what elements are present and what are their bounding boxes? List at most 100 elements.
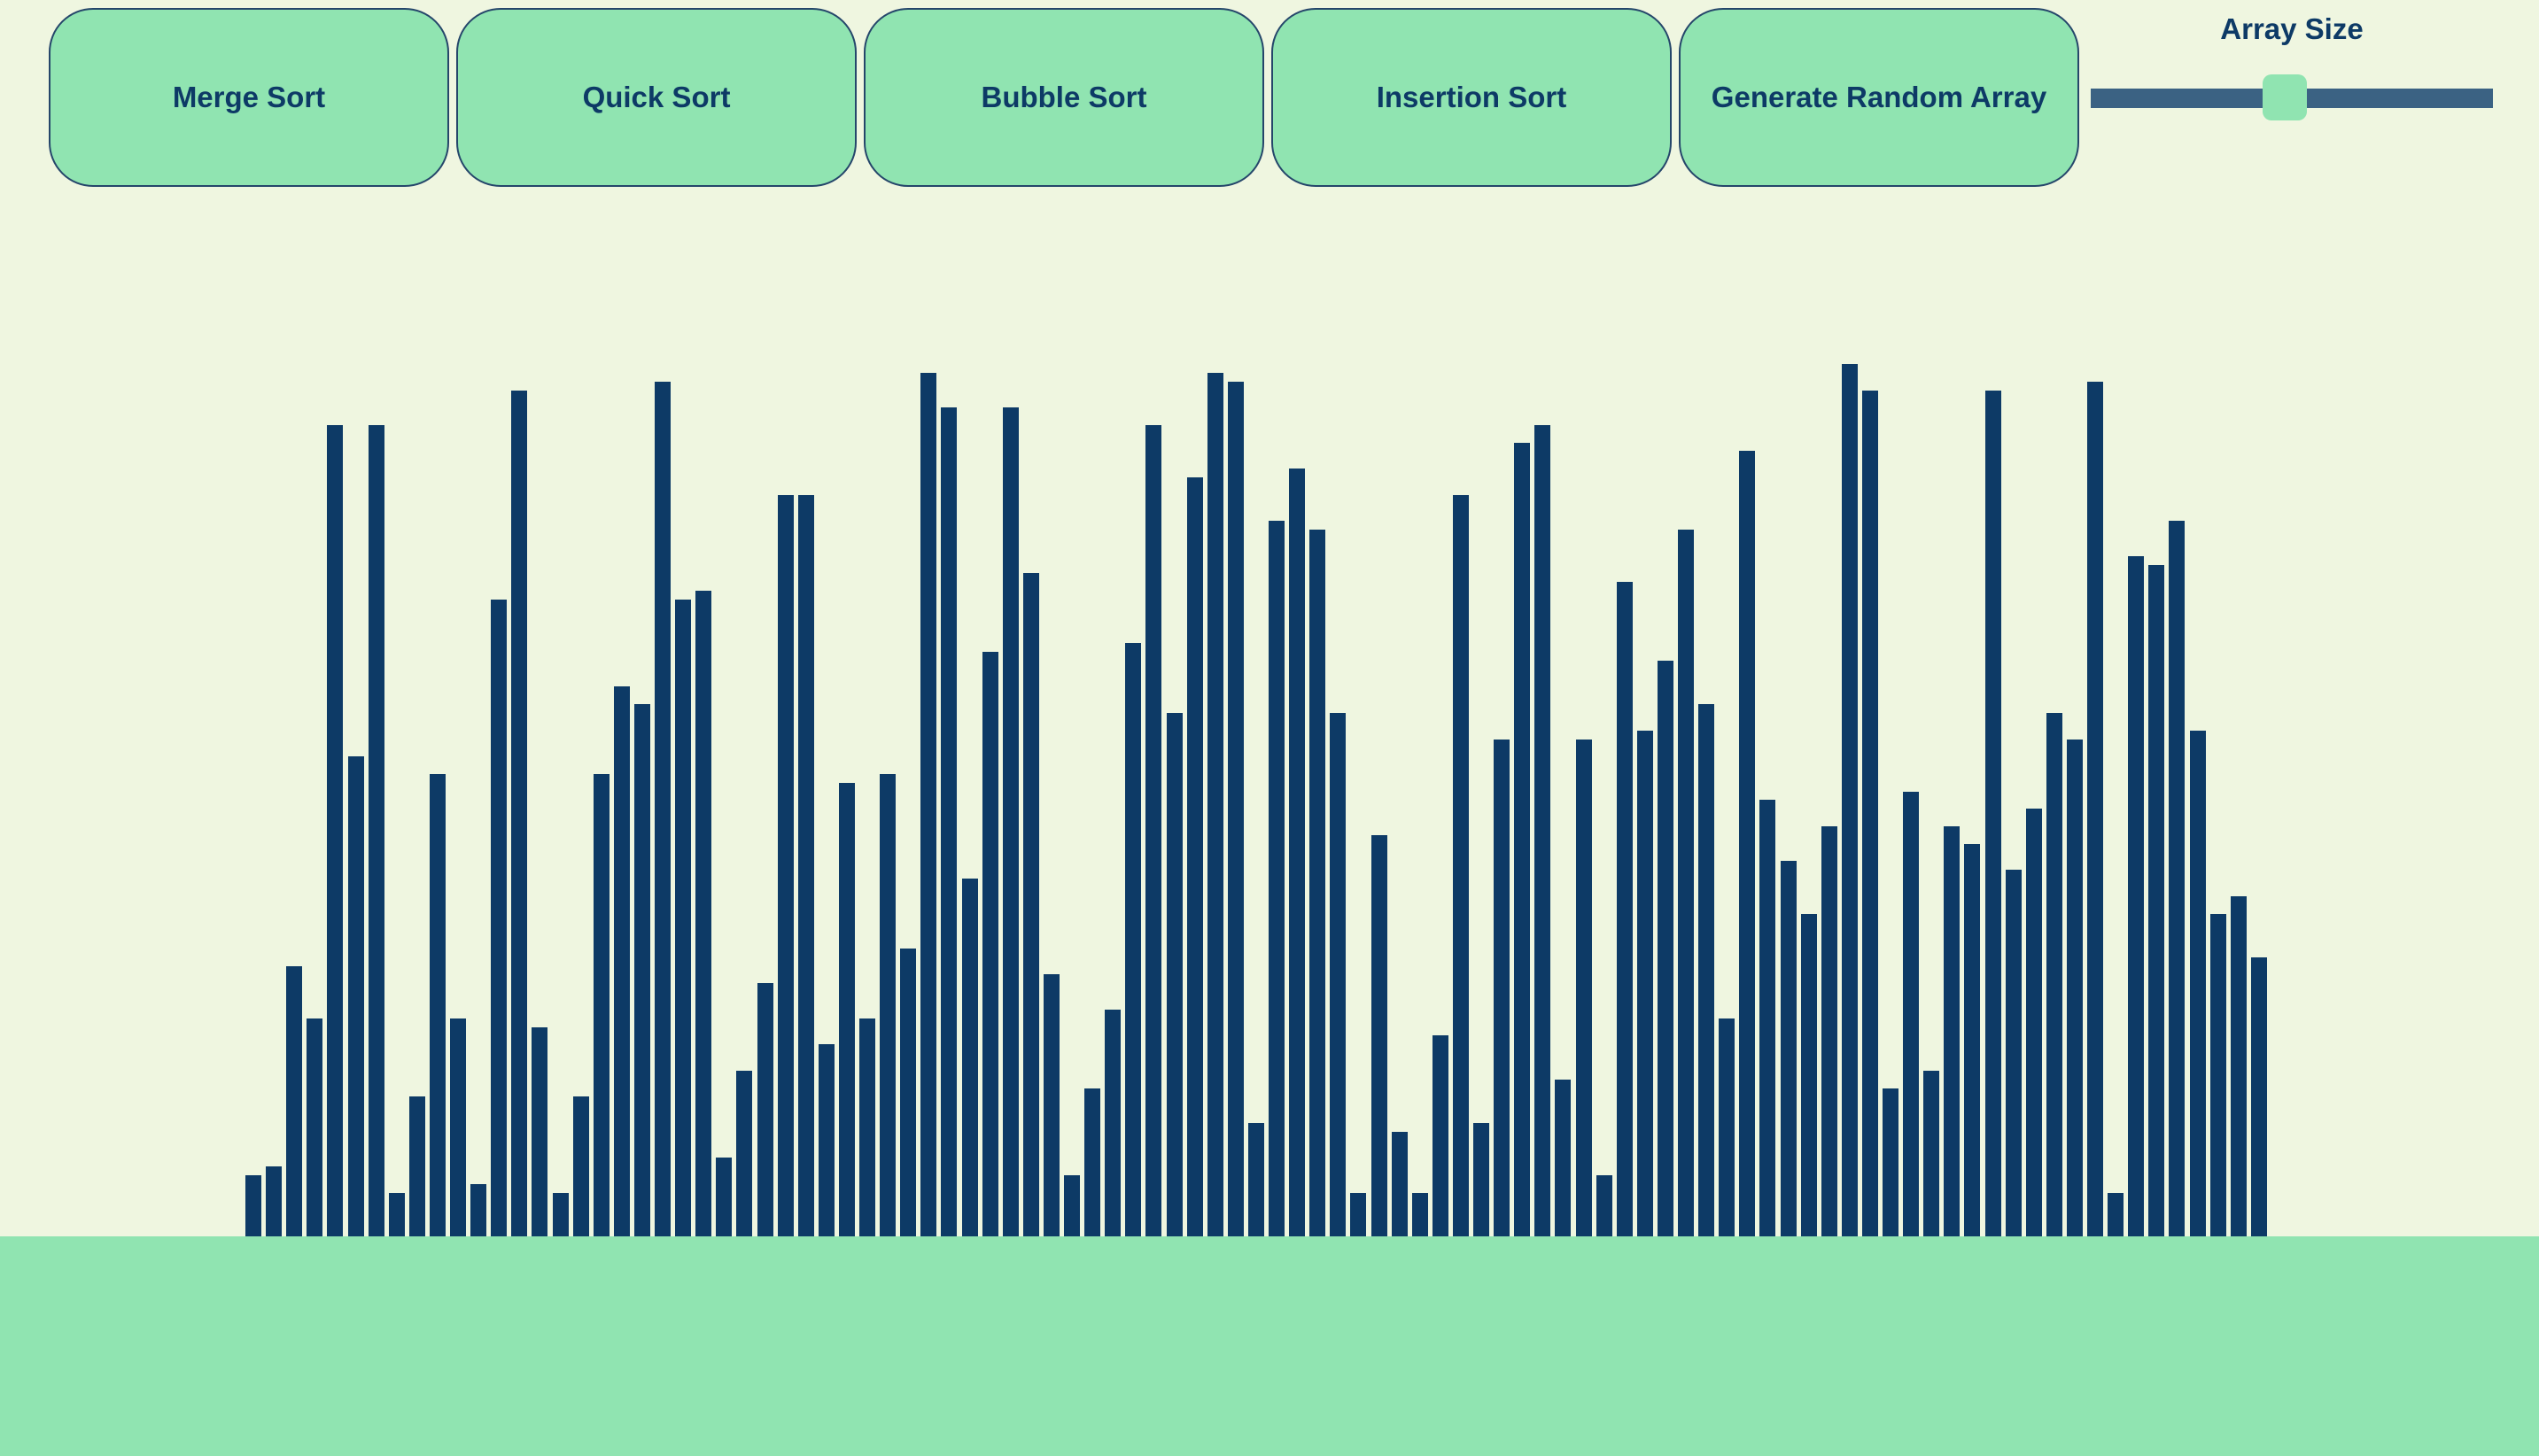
array-bar [1433,1035,1448,1236]
array-bar [1617,582,1633,1236]
array-bar [614,686,630,1236]
array-bar [1514,443,1530,1236]
array-bar [1309,530,1325,1236]
array-bar [2210,914,2226,1236]
array-bar [1207,373,1223,1236]
array-bar [2148,565,2164,1236]
array-bar [1064,1175,1080,1236]
array-bar [716,1158,732,1236]
bubble-sort-button[interactable]: Bubble Sort [864,8,1264,187]
array-bar [1842,364,1858,1236]
array-bar [1044,974,1060,1236]
array-bar [1473,1123,1489,1236]
array-size-slider-thumb[interactable] [2263,74,2307,120]
insertion-sort-button[interactable]: Insertion Sort [1271,8,1672,187]
array-bar [880,774,896,1236]
array-bar [450,1018,466,1236]
array-bar [655,382,671,1236]
array-bar [798,495,814,1236]
array-bar [1105,1010,1121,1236]
array-bar [409,1096,425,1236]
array-bar [962,879,978,1236]
array-bar [532,1027,547,1236]
array-bar [2026,809,2042,1236]
toolbar: Merge Sort Quick Sort Bubble Sort Insert… [0,0,2539,204]
array-bar [1289,469,1305,1236]
array-bar [594,774,610,1236]
array-bar [839,783,855,1236]
array-bar [266,1166,282,1236]
array-bar [819,1044,835,1236]
array-bar [1145,425,1161,1236]
array-bar [1350,1193,1366,1236]
array-bar [675,600,691,1236]
array-bar [1248,1123,1264,1236]
array-bar [1759,800,1775,1236]
array-bar [1678,530,1694,1236]
array-bar [470,1184,486,1236]
array-bar [1371,835,1387,1236]
generate-random-array-button[interactable]: Generate Random Array [1679,8,2079,187]
array-bar [1985,391,2001,1236]
array-bar [2108,1193,2124,1236]
array-bar [1003,407,1019,1236]
array-bar [2231,896,2247,1236]
array-bar [1084,1088,1100,1236]
array-bar [1801,914,1817,1236]
array-bar [369,425,384,1236]
footer-panel [0,1236,2539,1456]
array-bar [1228,382,1244,1236]
array-bar [1187,477,1203,1236]
array-bar [553,1193,569,1236]
array-bar [757,983,773,1236]
array-bar [2006,870,2022,1236]
array-bar [1125,643,1141,1236]
array-bar [1862,391,1878,1236]
array-bar [1658,661,1673,1236]
array-bar [1821,826,1837,1236]
array-bar [1719,1018,1735,1236]
array-bar [1698,704,1714,1236]
array-bar [695,591,711,1236]
array-bar [2190,731,2206,1236]
array-bar [1576,740,1592,1236]
array-bar [2169,521,2185,1236]
array-bar [2067,740,2083,1236]
array-bar [1392,1132,1408,1236]
array-bar [1944,826,1960,1236]
array-bar [511,391,527,1236]
array-bar [1903,792,1919,1236]
array-bar [2046,713,2062,1236]
array-bar [1964,844,1980,1236]
array-bar [736,1071,752,1236]
array-bar [245,1175,261,1236]
array-bar [2087,382,2103,1236]
array-bar [1555,1080,1571,1236]
array-size-label: Array Size [2220,12,2364,45]
merge-sort-button[interactable]: Merge Sort [49,8,449,187]
array-bar [1596,1175,1612,1236]
array-bars [245,364,2267,1236]
array-bar [348,756,364,1236]
array-bar [982,652,998,1236]
array-bar [859,1018,875,1236]
array-bar [1412,1193,1428,1236]
array-bar [778,495,794,1236]
array-bar [1494,740,1510,1236]
array-bar [1637,731,1653,1236]
array-bar [900,949,916,1236]
array-bar [2128,556,2144,1236]
array-bar [491,600,507,1236]
array-bar [327,425,343,1236]
array-bar [573,1096,589,1236]
array-bar [1269,521,1285,1236]
array-bar [1781,861,1797,1236]
array-bar [920,373,936,1236]
array-bar [1739,451,1755,1236]
array-bar [307,1018,322,1236]
array-bar [1453,495,1469,1236]
array-bar [1023,573,1039,1236]
array-bar [1883,1088,1898,1236]
array-bar [286,966,302,1236]
quick-sort-button[interactable]: Quick Sort [456,8,857,187]
